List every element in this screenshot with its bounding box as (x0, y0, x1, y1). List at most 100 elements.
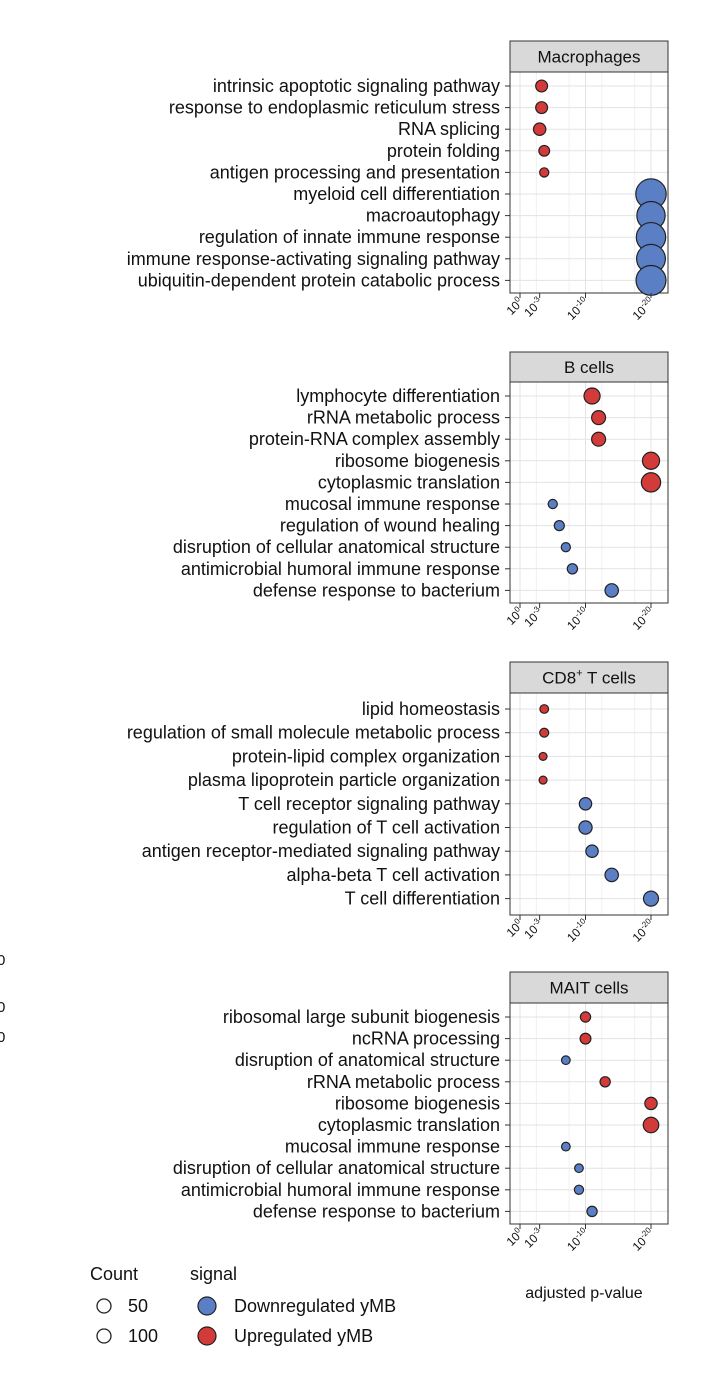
data-point (578, 797, 593, 811)
legend-size-circle (96, 1328, 112, 1344)
facet-title: B cells (564, 358, 614, 377)
x-tick-label: 10-10 (563, 1225, 592, 1254)
term-label: disruption of cellular anatomical struct… (173, 1158, 500, 1178)
data-point (635, 264, 667, 296)
cropped-edge-text: 0 (0, 1029, 5, 1046)
term-label: regulation of T cell activation (273, 818, 500, 838)
data-point (642, 1116, 660, 1134)
data-point (539, 167, 550, 178)
x-tick-label: 100 (503, 294, 527, 318)
term-label: defense response to bacterium (253, 580, 500, 600)
x-tick-label: 100 (503, 604, 527, 628)
data-point (566, 563, 579, 575)
data-point (642, 890, 660, 907)
term-label: rRNA metabolic process (307, 408, 500, 428)
x-tick-label: 10-20 (629, 294, 658, 323)
term-label: myeloid cell differentiation (293, 184, 500, 204)
x-tick-label: 10-20 (629, 604, 658, 633)
x-tick-label: 10-3 (521, 604, 546, 629)
term-label: cytoplasmic translation (318, 1115, 500, 1135)
x-tick-label: 10-10 (563, 916, 592, 945)
term-label: T cell differentiation (345, 889, 500, 909)
term-label: protein-lipid complex organization (232, 746, 500, 766)
legend-size-label: 50 (128, 1296, 148, 1316)
data-point (591, 410, 607, 426)
term-label: alpha-beta T cell activation (287, 865, 500, 885)
term-label: cytoplasmic translation (318, 472, 500, 492)
data-point (585, 844, 599, 858)
legend-size-label: 100 (128, 1326, 158, 1346)
legend-color-swatch (197, 1326, 217, 1346)
legend: Count 50 100 signal Downregulated yMB Upregul… (90, 1264, 396, 1346)
x-tick-label: 10-10 (563, 294, 592, 323)
term-label: ubiquitin-dependent protein catabolic pr… (138, 270, 500, 290)
data-point (583, 387, 601, 405)
term-label: antigen receptor-mediated signaling path… (142, 841, 500, 861)
cropped-edge-text: 0 (0, 952, 5, 969)
term-label: lymphocyte differentiation (296, 386, 500, 406)
term-label: regulation of wound healing (280, 516, 500, 536)
term-label: rRNA metabolic process (307, 1072, 500, 1092)
term-label: T cell receptor signaling pathway (238, 794, 500, 814)
term-label: disruption of cellular anatomical struct… (173, 537, 500, 557)
data-point (599, 1076, 611, 1088)
plot-border (509, 1002, 669, 1225)
x-tick-label: 10-20 (629, 1225, 658, 1254)
term-label: ribosome biogenesis (335, 451, 500, 471)
term-label: ribosomal large subunit biogenesis (223, 1007, 500, 1027)
data-point (538, 144, 551, 157)
legend-color-swatch (197, 1296, 217, 1316)
facet-strip (509, 351, 669, 383)
term-label: defense response to bacterium (253, 1201, 500, 1221)
data-point (538, 751, 548, 761)
facet-title: Macrophages (537, 48, 640, 67)
legend-color-label: Downregulated yMB (234, 1296, 396, 1316)
term-label: disruption of anatomical structure (235, 1050, 500, 1070)
panel-3: MAIT cells ribosomal large subunit biogen… (173, 971, 669, 1254)
data-point (532, 122, 547, 136)
term-label: antimicrobial humoral immune response (181, 1180, 500, 1200)
data-point (547, 498, 558, 510)
data-point (539, 727, 550, 738)
x-tick-label: 10-3 (521, 916, 546, 941)
term-label: mucosal immune response (285, 494, 500, 514)
data-point (573, 1184, 585, 1195)
cropped-edge-text: 0 (0, 999, 5, 1016)
legend-color-label: Upregulated yMB (234, 1326, 373, 1346)
data-point (579, 1011, 592, 1023)
term-label: protein-RNA complex assembly (249, 429, 500, 449)
data-point (560, 1141, 571, 1152)
facet-strip (509, 971, 669, 1004)
data-point (644, 1096, 658, 1111)
plot-border (509, 381, 669, 604)
x-tick-label: 10-3 (521, 294, 546, 319)
x-axis-title: adjusted p-value (525, 1285, 643, 1302)
panel-0: Macrophages intrinsic apoptotic signaling… (127, 40, 669, 323)
data-point (560, 1055, 571, 1066)
plot-panel (509, 381, 669, 604)
legend-size-circle (96, 1298, 112, 1314)
term-label: antigen processing and presentation (210, 162, 500, 182)
term-label: macroautophagy (366, 206, 500, 226)
panel-2: CD8+ T cells lipid homeostasis regulation … (127, 661, 669, 945)
data-point (604, 867, 620, 883)
term-label: mucosal immune response (285, 1137, 500, 1157)
x-tick-label: 100 (503, 1225, 527, 1249)
term-label: RNA splicing (398, 119, 500, 139)
data-point (574, 1163, 584, 1174)
data-point (591, 431, 607, 447)
x-tick-label: 10-20 (629, 916, 658, 945)
term-label: intrinsic apoptotic signaling pathway (213, 76, 500, 96)
data-point (560, 542, 572, 553)
legend-size-title: Count (90, 1264, 138, 1284)
term-label: regulation of innate immune response (199, 227, 500, 247)
term-label: ncRNA processing (352, 1029, 500, 1049)
data-point (535, 101, 549, 115)
x-tick-label: 10-10 (563, 604, 592, 633)
data-point (604, 583, 620, 598)
data-point (553, 519, 565, 532)
data-point (640, 472, 662, 493)
term-label: protein folding (387, 141, 500, 161)
x-tick-label: 100 (503, 916, 527, 940)
